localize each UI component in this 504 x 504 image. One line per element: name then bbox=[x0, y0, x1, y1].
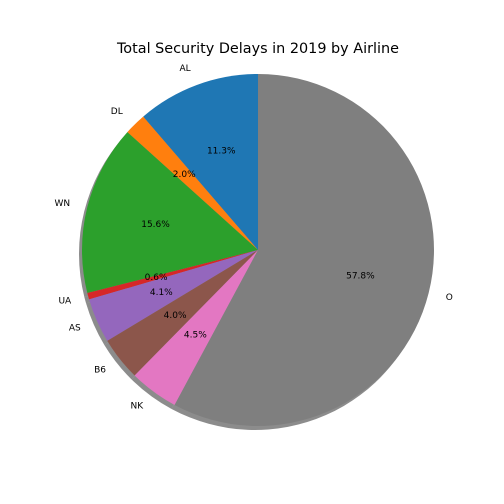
percent-label-b6: 4.0% bbox=[164, 311, 187, 321]
percent-label-dl: 2.0% bbox=[173, 170, 196, 180]
pie-labels: AL 11.3% DL 2.0% WN 15.6% UA 0.6% AS 4.1% B6 4.0% NK… bbox=[54, 64, 452, 411]
percent-label-wn: 15.6% bbox=[141, 220, 170, 230]
pie-slices bbox=[82, 74, 434, 426]
pie-slice-b6 bbox=[107, 250, 258, 376]
percent-label-ua: 0.6% bbox=[145, 273, 168, 283]
percent-label-as: 4.1% bbox=[150, 288, 173, 298]
pie-slice-al bbox=[143, 74, 258, 250]
slice-label-dl: DL bbox=[111, 107, 123, 117]
slice-label-nk: NK bbox=[130, 401, 144, 411]
chart-title: Total Security Delays in 2019 by Airline bbox=[116, 41, 399, 57]
slice-label-as: AS bbox=[69, 323, 81, 333]
slice-label-b6: B6 bbox=[94, 365, 106, 375]
slice-label-al: AL bbox=[179, 64, 190, 74]
percent-label-al: 11.3% bbox=[207, 146, 236, 156]
pie-slice-wn bbox=[82, 132, 258, 294]
percent-label-nk: 4.5% bbox=[184, 331, 207, 341]
pie-slice-dl bbox=[127, 116, 258, 251]
slice-label-o: O bbox=[446, 293, 453, 303]
pie-slice-nk bbox=[134, 250, 258, 405]
pie-slice-o bbox=[174, 74, 434, 426]
pie-slice-as bbox=[89, 250, 258, 341]
pie-slice-ua bbox=[87, 250, 259, 300]
slice-label-wn: WN bbox=[54, 199, 70, 209]
slice-label-ua: UA bbox=[58, 296, 72, 306]
percent-label-o: 57.8% bbox=[346, 271, 375, 281]
